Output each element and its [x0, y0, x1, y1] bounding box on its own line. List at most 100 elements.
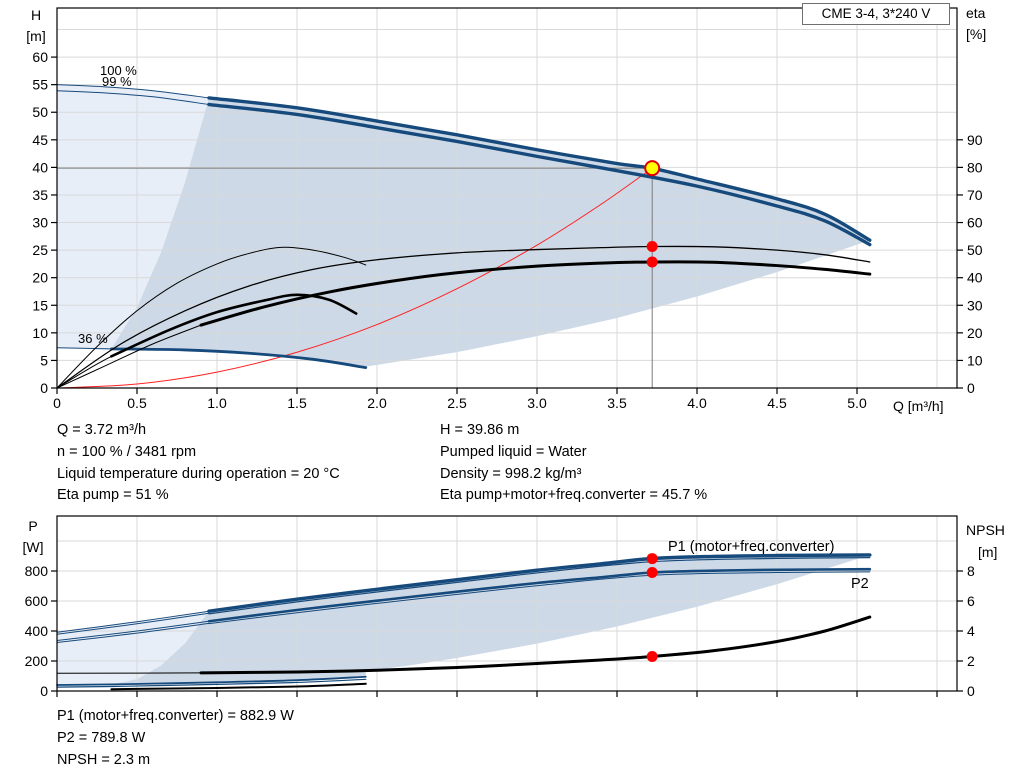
- curve-system-curve: [56, 167, 653, 389]
- axis-title: [m]: [26, 28, 45, 44]
- result-eta-total: Eta pump+motor+freq.converter = 45.7 %: [440, 487, 708, 504]
- y-right-tick-label: 70: [967, 187, 983, 203]
- curve-label: 100 %: [100, 63, 137, 78]
- p2-point[interactable]: [646, 567, 658, 579]
- axis-title: H: [31, 7, 41, 23]
- axis-ticks: 0 200 400 600 800 0 2 4 6 8: [25, 563, 975, 699]
- result-npsh: NPSH = 2.3 m: [57, 752, 151, 768]
- curve-eta-total-100: [199, 260, 872, 327]
- y-right-tick-label: 2: [967, 653, 975, 669]
- axis-title: eta: [966, 5, 986, 21]
- curve-p2-curve-99: [208, 571, 871, 625]
- curve-eta-pump-36: [56, 246, 367, 389]
- curve-p1-curve-99: [208, 557, 871, 615]
- axis-title: [W]: [23, 539, 44, 555]
- y-right-tick-label: 10: [967, 352, 983, 368]
- x-tick-label: 0.5: [127, 395, 147, 411]
- x-tick-label: 2.0: [367, 395, 387, 411]
- y-right-tick-label: 60: [967, 215, 983, 231]
- result-eta-pump: Eta pump = 51 %: [57, 487, 169, 504]
- y-left-tick-label: 400: [25, 623, 49, 639]
- y-right-tick-label: 20: [967, 325, 983, 341]
- curve-p1-minflow-99: [56, 612, 210, 635]
- duty-envelope: [111, 97, 870, 367]
- curve-p2-curve-100: [207, 567, 872, 623]
- curve-p1-curve-36: [56, 675, 367, 686]
- y-left-tick-label: 45: [32, 132, 48, 148]
- axis-title: P: [28, 518, 37, 534]
- x-tick-label: 4.5: [767, 395, 787, 411]
- y-right-tick-label: 90: [967, 132, 983, 148]
- curve-npsh-curve: [199, 615, 872, 675]
- result-p2: P2 = 789.8 W: [57, 730, 146, 746]
- low-flow-envelope: [57, 84, 209, 350]
- hq-eta-chart: 0 0.5 1.0 1.5 2.0 2.5 3.0 3.5 4.0 4.5 5.0 0 5 10 15 20 2…: [26, 5, 986, 414]
- curve-p2-minflow-99: [56, 622, 210, 644]
- y-left-tick-label: 20: [32, 270, 48, 286]
- curve-label: P2: [851, 576, 869, 592]
- power-results: P1 (motor+freq.converter) = 882.9 W P2 =…: [57, 705, 294, 771]
- y-left-tick-label: 10: [32, 325, 48, 341]
- x-tick-label: 1.5: [287, 395, 307, 411]
- curve-label: 36 %: [78, 331, 108, 346]
- low-flow-envelope-p: [57, 611, 209, 688]
- curve-eta-total-36: [110, 293, 358, 358]
- y-left-tick-label: 0: [40, 683, 48, 699]
- y-right-tick-label: 0: [967, 380, 975, 396]
- y-right-tick-label: 80: [967, 159, 983, 175]
- y-right-tick-label: 4: [967, 623, 975, 639]
- result-head: H = 39.86 m: [440, 422, 520, 438]
- curve-label: 99 %: [102, 74, 132, 89]
- y-left-tick-label: 40: [32, 159, 48, 175]
- curve-pump-curve-36-minflow: [56, 347, 112, 350]
- curve-label: P1 (motor+freq.converter): [668, 539, 834, 555]
- duty-envelope-p: [111, 554, 870, 685]
- y-left-tick-label: 35: [32, 187, 48, 203]
- y-right-tick-label: 50: [967, 242, 983, 258]
- curve-npsh-curve-36: [110, 682, 367, 691]
- curve-pump-curve-99-minflow: [56, 90, 210, 106]
- eta-total-point[interactable]: [646, 256, 658, 268]
- npsh-point[interactable]: [646, 651, 658, 663]
- x-tick-label: 5.0: [847, 395, 867, 411]
- x-tick-label: 0: [53, 395, 61, 411]
- plot-frame: [56, 7, 958, 389]
- y-left-tick-label: 5: [40, 352, 48, 368]
- y-left-tick-label: 30: [32, 215, 48, 231]
- eta-pump-point[interactable]: [646, 241, 658, 253]
- power-npsh-chart: 0 200 400 600 800 0 2 4 6 8 P [W] NPSH [m] P1 (motor+f…: [23, 515, 1005, 699]
- duty-point[interactable]: [644, 160, 661, 177]
- axis-ticks: 0 0.5 1.0 1.5 2.0 2.5 3.0 3.5 4.0 4.5 5.0 0 5 10 15 20 2…: [32, 49, 982, 411]
- curve-pump-curve-100-minflow: [56, 84, 210, 99]
- y-right-tick-label: 8: [967, 563, 975, 579]
- curve-pump-curve-99: [207, 102, 872, 247]
- pump-model-badge: CME 3-4, 3*240 V: [802, 3, 950, 25]
- y-left-tick-label: 60: [32, 49, 48, 65]
- y-right-tick-label: 30: [967, 297, 983, 313]
- x-tick-label: 3.5: [607, 395, 627, 411]
- y-left-tick-label: 15: [32, 297, 48, 313]
- curve-p1-curve-100: [207, 553, 872, 613]
- y-left-tick-label: 200: [25, 653, 49, 669]
- axis-title: Q [m³/h]: [893, 398, 944, 414]
- y-right-tick-label: 40: [967, 270, 983, 286]
- axis-title: [%]: [966, 26, 986, 42]
- p1-point[interactable]: [646, 553, 658, 565]
- curve-eta-total-100-minflow: [56, 324, 202, 389]
- y-left-tick-label: 55: [32, 77, 48, 93]
- result-liquid-temp: Liquid temperature during operation = 20…: [57, 465, 340, 482]
- duty-results-right: H = 39.86 m Pumped liquid = Water Densit…: [440, 420, 707, 507]
- duty-results-left: Q = 3.72 m³/h n = 100 % / 3481 rpm Liqui…: [57, 420, 340, 507]
- x-tick-label: 1.0: [207, 395, 227, 411]
- curve-eta-pump-100: [56, 245, 871, 389]
- curve-p2-minflow-100: [56, 620, 210, 641]
- y-left-tick-label: 800: [25, 563, 49, 579]
- axis-title: [m]: [978, 544, 997, 560]
- y-right-tick-label: 0: [967, 683, 975, 699]
- x-tick-label: 3.0: [527, 395, 547, 411]
- axis-title: NPSH: [966, 522, 1005, 538]
- x-tick-label: 2.5: [447, 395, 467, 411]
- result-speed: n = 100 % / 3481 rpm: [57, 443, 197, 460]
